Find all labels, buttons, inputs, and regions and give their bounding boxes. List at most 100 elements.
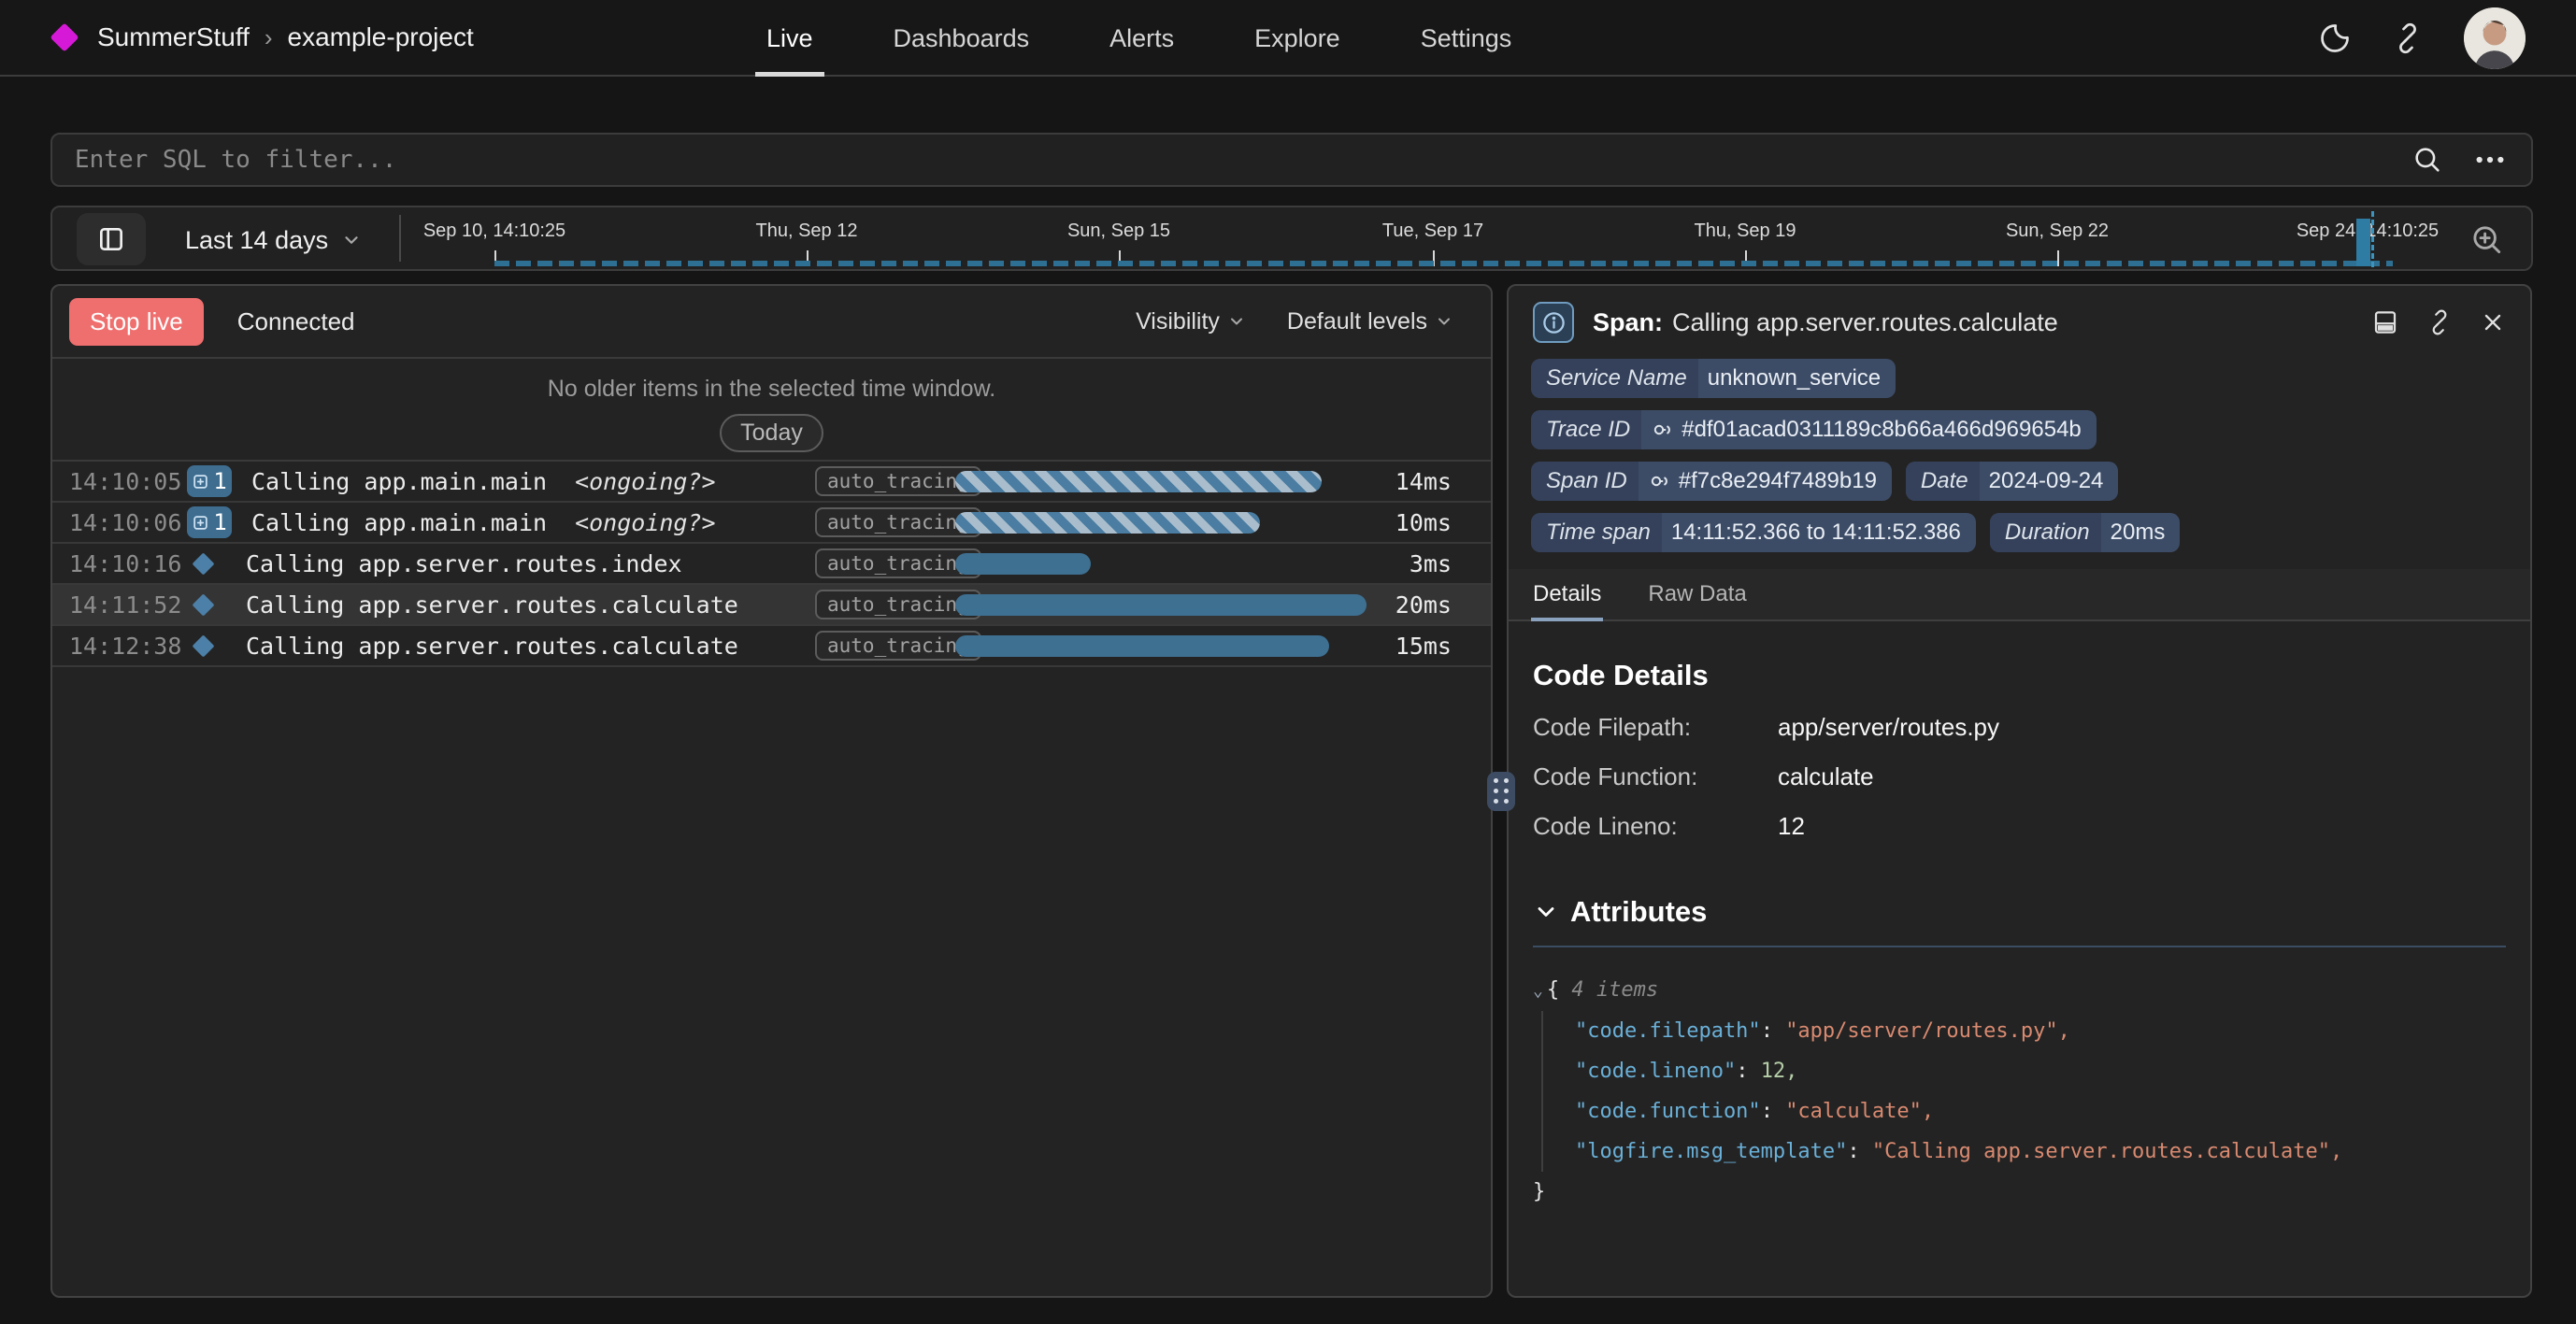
trace-id-value[interactable]: #df01acad0311189c8b66a466d969654b xyxy=(1682,417,2082,443)
service-name-label: Service Name xyxy=(1531,359,1698,398)
tab-live[interactable]: Live xyxy=(766,0,813,77)
plus-square-icon xyxy=(192,514,209,532)
log-ongoing-suffix: <ongoing?> xyxy=(575,468,716,495)
attributes-json-viewer: ⌄{ 4 items "code.filepath": "app/server/… xyxy=(1533,970,2506,1212)
span-title-text: Calling app.server.routes.calculate xyxy=(1672,308,2058,336)
log-row[interactable]: 14:10:16 Calling app.server.routes.index… xyxy=(52,544,1491,585)
log-row[interactable]: 14:12:38 Calling app.server.routes.calcu… xyxy=(52,626,1491,667)
code-function-row: Code Function: calculate xyxy=(1533,762,2506,791)
logo-diamond-icon[interactable] xyxy=(50,22,79,51)
info-icon xyxy=(1541,310,1567,335)
link-icon[interactable] xyxy=(2426,308,2454,336)
span-diamond-icon xyxy=(192,552,214,575)
span-title: Span: Calling app.server.routes.calculate xyxy=(1593,308,2058,337)
sidebar-toggle-button[interactable] xyxy=(77,213,146,265)
child-count-badge[interactable]: 1 xyxy=(187,465,232,497)
log-message: Calling app.main.main xyxy=(251,509,547,536)
panel-resize-handle[interactable] xyxy=(1487,772,1515,811)
log-timestamp: 14:10:05 xyxy=(69,468,187,495)
sql-filter-input[interactable] xyxy=(75,146,2411,174)
stop-live-button[interactable]: Stop live xyxy=(69,298,204,346)
live-view-panel: Stop live Connected Visibility Default l… xyxy=(50,284,1493,1298)
search-icon[interactable] xyxy=(2411,144,2443,176)
json-root-line[interactable]: ⌄{ 4 items xyxy=(1533,970,2506,1011)
duration-bar xyxy=(955,594,1367,616)
log-row-selected[interactable]: 14:11:52 Calling app.server.routes.calcu… xyxy=(52,585,1491,626)
close-icon[interactable] xyxy=(2480,309,2506,335)
timeline-tick-label: Sun, Sep 22 xyxy=(2006,221,2109,242)
chevron-down-icon xyxy=(1227,312,1246,331)
timeline-tick-label: Tue, Sep 17 xyxy=(1382,221,1483,242)
time-span-pill: Time span 14:11:52.366 to 14:11:52.386 xyxy=(1531,513,1976,552)
zoom-in-icon[interactable] xyxy=(2469,222,2505,258)
json-open-brace: { xyxy=(1547,978,1559,1002)
duration-label: 20ms xyxy=(1395,591,1452,619)
timeline-activity-spike xyxy=(2356,219,2370,266)
attributes-divider xyxy=(1533,946,2506,947)
json-value: 12, xyxy=(1761,1060,1798,1083)
span-id-pill: Span ID #f7c8e294f7489b19 xyxy=(1531,462,1892,501)
tab-settings[interactable]: Settings xyxy=(1421,0,1512,77)
link-icon[interactable] xyxy=(1651,419,1673,441)
timeline-bar[interactable]: Last 14 days Sep 10, 14:10:25 Thu, Sep 1… xyxy=(50,206,2533,271)
tab-explore[interactable]: Explore xyxy=(1254,0,1340,77)
timeline-tick-label: Thu, Sep 12 xyxy=(756,221,858,242)
breadcrumb-org[interactable]: SummerStuff xyxy=(97,22,250,52)
span-kind-label: Span: xyxy=(1593,308,1663,336)
duration-bar xyxy=(955,512,1260,534)
breadcrumb-project[interactable]: example-project xyxy=(288,22,474,52)
duration-label: 3ms xyxy=(1410,550,1452,577)
link-icon[interactable] xyxy=(2391,21,2425,55)
log-timestamp: 14:10:16 xyxy=(69,550,187,577)
dock-bottom-icon[interactable] xyxy=(2371,308,2399,336)
tab-details[interactable]: Details xyxy=(1531,569,1603,619)
duration-label: 15ms xyxy=(1395,633,1452,660)
today-button[interactable]: Today xyxy=(720,414,823,452)
default-levels-dropdown[interactable]: Default levels xyxy=(1287,308,1453,335)
attributes-heading: Attributes xyxy=(1570,895,1707,929)
attributes-section-toggle[interactable]: Attributes xyxy=(1533,895,2506,929)
nav-right-actions xyxy=(2318,0,2526,77)
child-count-badge[interactable]: 1 xyxy=(187,506,232,538)
ellipsis-icon[interactable] xyxy=(2471,144,2509,176)
span-detail-header: Span: Calling app.server.routes.calculate xyxy=(1509,286,2530,359)
span-diamond-icon xyxy=(192,593,214,616)
link-icon[interactable] xyxy=(1648,470,1670,492)
span-id-value[interactable]: #f7c8e294f7489b19 xyxy=(1679,468,1877,494)
timeline-activity-line xyxy=(494,261,2393,266)
service-name-value: unknown_service xyxy=(1698,359,1896,398)
date-value: 2024-09-24 xyxy=(1980,462,2119,501)
code-filepath-value: app/server/routes.py xyxy=(1778,713,1999,742)
moon-icon[interactable] xyxy=(2318,21,2352,55)
duration-label: 10ms xyxy=(1395,509,1452,536)
sidebar-toggle-icon xyxy=(96,224,126,254)
detail-body: Code Details Code Filepath: app/server/r… xyxy=(1509,621,2530,1217)
time-range-dropdown[interactable]: Last 14 days xyxy=(185,207,362,273)
time-range-label: Last 14 days xyxy=(185,226,328,255)
span-id-label: Span ID xyxy=(1531,462,1639,501)
code-lineno-value: 12 xyxy=(1778,812,1805,841)
sql-filter-bar xyxy=(50,133,2533,187)
tab-dashboards[interactable]: Dashboards xyxy=(894,0,1030,77)
tab-raw-data[interactable]: Raw Data xyxy=(1646,569,1748,619)
log-row[interactable]: 14:10:05 1 Calling app.main.main <ongoin… xyxy=(52,462,1491,503)
avatar[interactable] xyxy=(2464,7,2526,69)
time-span-label: Time span xyxy=(1531,513,1662,552)
duration-bar xyxy=(955,471,1322,492)
log-message: Calling app.server.routes.index xyxy=(246,550,682,577)
json-value: "calculate", xyxy=(1785,1100,1934,1123)
app-screen: SummerStuff › example-project Live Dashb… xyxy=(0,0,2576,1324)
empty-window-message: No older items in the selected time wind… xyxy=(52,376,1491,403)
trace-id-label: Trace ID xyxy=(1531,410,1641,449)
json-colon: : xyxy=(1736,1060,1748,1083)
json-value: "app/server/routes.py", xyxy=(1785,1019,2070,1043)
span-meta-pills: Service Name unknown_service Trace ID #d… xyxy=(1509,359,2530,552)
tab-alerts[interactable]: Alerts xyxy=(1109,0,1174,77)
json-value: "Calling app.server.routes.calculate", xyxy=(1872,1140,2342,1163)
code-function-value: calculate xyxy=(1778,762,1874,791)
chevron-down-icon xyxy=(1435,312,1453,331)
duration-pill-value: 20ms xyxy=(2101,513,2181,552)
duration-label: 14ms xyxy=(1395,468,1452,495)
log-row[interactable]: 14:10:06 1 Calling app.main.main <ongoin… xyxy=(52,503,1491,544)
visibility-dropdown[interactable]: Visibility xyxy=(1136,308,1246,335)
